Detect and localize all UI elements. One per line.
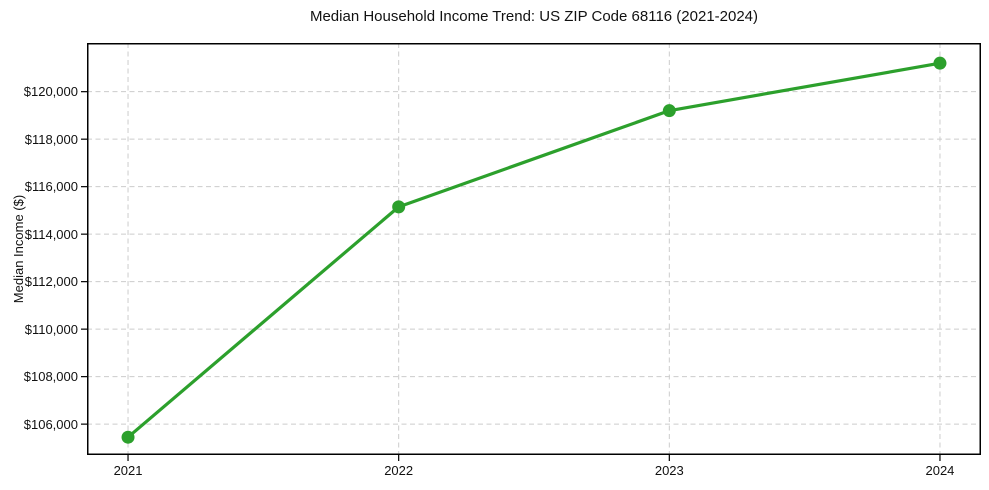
plot-area: [81, 43, 981, 461]
plot-border: [87, 43, 981, 455]
y-tick-label: $108,000: [23, 369, 78, 385]
y-tick-label: $114,000: [24, 226, 78, 242]
x-tick-label: 2024: [925, 463, 955, 478]
y-tick-label: $106,000: [23, 416, 78, 432]
y-tick-label: $112,000: [24, 274, 78, 290]
data-point-marker: [933, 56, 947, 70]
x-tick-label: 2022: [384, 463, 414, 478]
data-point-marker: [121, 430, 135, 444]
y-tick-label: $120,000: [23, 84, 78, 100]
data-point-marker: [662, 104, 676, 118]
x-tick-label: 2023: [654, 463, 684, 478]
x-tick-label: 2021: [113, 463, 143, 478]
y-tick-label: $118,000: [24, 131, 78, 147]
data-point-marker: [392, 200, 406, 214]
chart-title: Median Household Income Trend: US ZIP Co…: [309, 8, 759, 25]
y-tick-label: $116,000: [24, 179, 78, 195]
income-trend-line: [126, 61, 942, 439]
y-tick-label: $110,000: [24, 321, 78, 337]
